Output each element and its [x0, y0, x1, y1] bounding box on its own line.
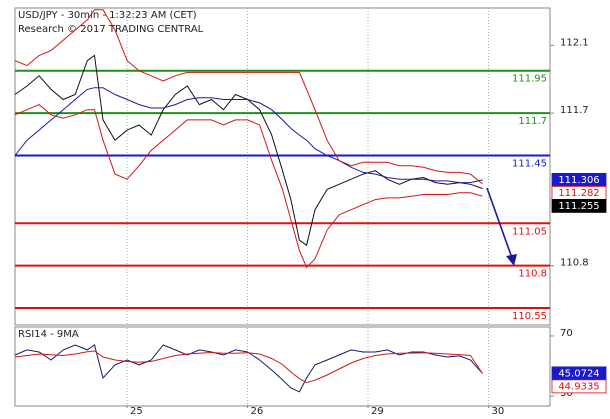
level-label: 111.95 [512, 74, 547, 85]
series-line [14, 104, 483, 269]
chart-title: USD/JPY - 30min - 1:32:23 AM (CET) [18, 10, 197, 21]
x-tick-label: 25 [130, 406, 143, 417]
level-label: 111.7 [518, 116, 547, 127]
series-line [14, 344, 483, 393]
price-tag-label: 111.282 [558, 188, 599, 199]
rsi-panel [14, 326, 551, 407]
chart-subtitle: Research © 2017 TRADING CENTRAL [18, 24, 204, 35]
rsi-title: RSI14 - 9MA [18, 329, 79, 340]
price-tag-label: 45.0724 [558, 368, 599, 379]
series-line [14, 350, 483, 384]
level-label: 111.05 [512, 226, 547, 237]
main-panel [14, 7, 551, 326]
x-tick-label: 29 [371, 406, 384, 417]
y-tick-label: 30 [560, 388, 573, 399]
price-tag [551, 198, 607, 213]
series-line [14, 54, 483, 247]
y-tick-label: 111.7 [560, 105, 589, 116]
y-tick-label: 110.8 [560, 258, 589, 269]
level-label: 110.8 [518, 269, 547, 280]
y-tick-label: 70 [560, 328, 573, 339]
level-label: 111.45 [512, 158, 547, 169]
level-label: 110.55 [512, 311, 547, 322]
forecast-arrow [486, 187, 517, 266]
price-tag-label: 44.9335 [558, 381, 599, 392]
y-tick-label: 112.1 [560, 37, 589, 48]
series-line [14, 9, 483, 185]
x-tick-label: 30 [492, 406, 505, 417]
x-tick-label: 26 [251, 406, 264, 417]
series-line [14, 87, 483, 184]
price-tag-label: 111.255 [558, 201, 599, 212]
price-tag [551, 379, 607, 394]
price-tag-label: 111.306 [558, 175, 599, 186]
